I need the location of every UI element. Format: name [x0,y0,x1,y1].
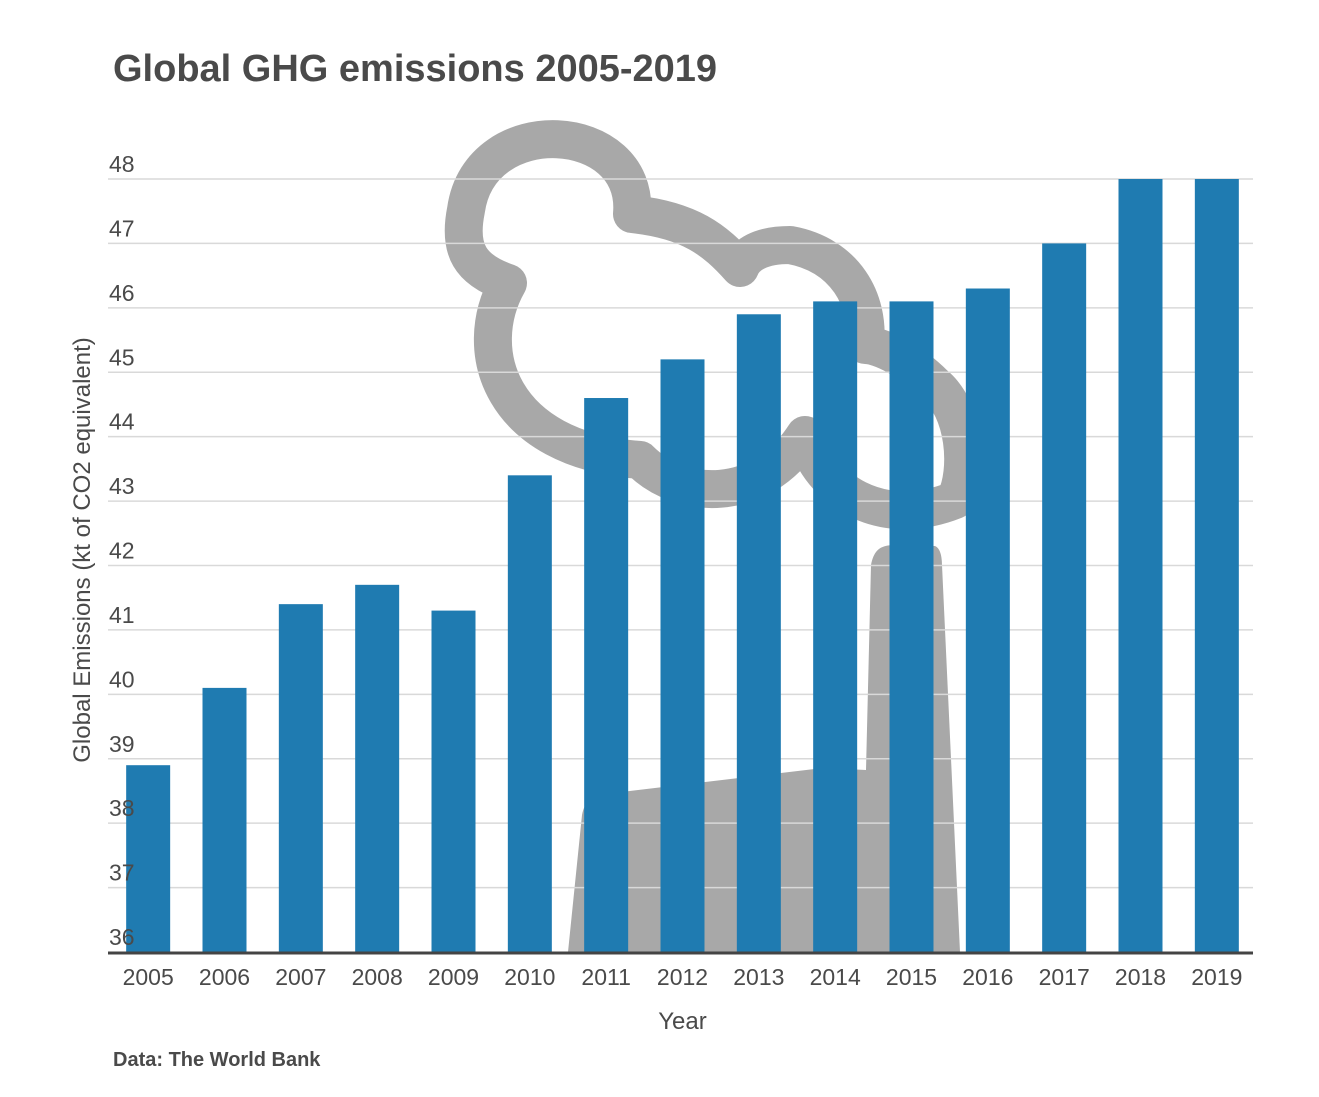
smoke-cloud-outline [444,120,983,530]
bar-2014 [813,301,858,952]
y-tick-label: 40 [109,666,135,692]
bar-2010 [507,475,552,952]
bar-2007 [278,604,323,952]
x-axis-ticks: 2005 2006 2007 2008 2009 2010 2011 2012 2013 2014… [123,964,1243,990]
x-tick-label: 2011 [581,964,630,990]
bar-2011 [584,398,629,952]
bar-2006 [202,687,247,952]
y-tick-label: 45 [109,344,135,370]
x-tick-label: 2013 [733,964,784,990]
x-tick-label: 2014 [810,964,861,990]
x-tick-label: 2010 [504,964,555,990]
y-tick-label: 43 [109,473,135,499]
x-tick-label: 2006 [199,964,250,990]
chart-title: Global GHG emissions 2005-2019 [113,48,718,90]
bar-2016 [965,288,1010,953]
x-axis-label: Year [658,1008,707,1035]
bars [126,179,1239,953]
bar-2009 [431,610,476,952]
bar-2008 [355,584,400,952]
x-tick-label: 2008 [352,964,403,990]
y-axis-label: Global Emissions (kt of CO2 equivalent) [69,337,96,763]
x-tick-label: 2017 [1039,964,1090,990]
bar-2019 [1194,179,1239,952]
x-tick-label: 2005 [123,964,174,990]
x-tick-label: 2019 [1191,964,1242,990]
x-tick-label: 2018 [1115,964,1166,990]
y-tick-label: 41 [109,602,135,628]
y-tick-label: 44 [109,409,135,435]
y-tick-label: 42 [109,538,135,564]
bar-2015 [889,301,934,952]
y-tick-label: 37 [109,860,135,886]
y-tick-label: 38 [109,795,135,821]
y-axis-ticks: 36 37 38 39 40 41 42 43 44 45 46 47 48 [109,151,135,950]
x-tick-label: 2012 [657,964,708,990]
data-source: Data: The World Bank [113,1049,321,1071]
y-tick-label: 48 [109,151,135,177]
bar-2017 [1042,243,1087,952]
bar-2005 [126,765,171,952]
x-tick-label: 2016 [962,964,1013,990]
y-tick-label: 46 [109,280,135,306]
y-tick-label: 36 [109,924,135,950]
x-tick-label: 2015 [886,964,937,990]
x-tick-label: 2007 [275,964,326,990]
y-tick-label: 39 [109,731,135,757]
bar-2013 [736,314,781,952]
bar-2012 [660,359,705,952]
bar-2018 [1118,179,1163,952]
y-tick-label: 47 [109,215,135,241]
x-tick-label: 2009 [428,964,479,990]
